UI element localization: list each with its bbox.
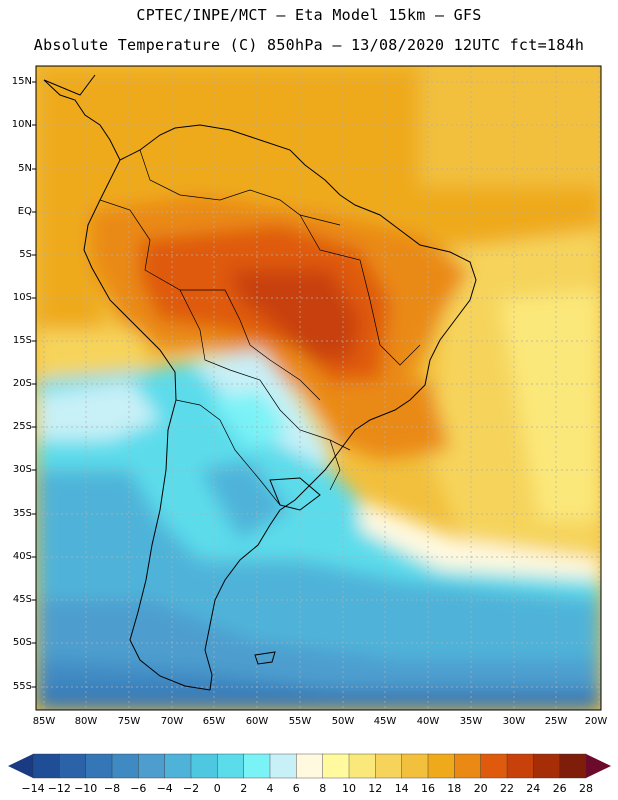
title-line-2: Absolute Temperature (C) 850hPa – 13/08/… (33, 36, 585, 54)
colorbar-label: 12 (368, 782, 383, 795)
axis-ticks (32, 81, 36, 688)
colorbar-label: 24 (526, 782, 541, 795)
lat-label-15n: 15N (11, 76, 32, 87)
lon-label-70w: 70W (160, 716, 184, 727)
colorbar-low-arrow (8, 754, 33, 778)
colorbar-cell (243, 753, 271, 779)
lat-label-30s: 30S (12, 464, 32, 475)
lat-label-10s: 10S (12, 292, 32, 303)
colorbar-cell (111, 753, 139, 779)
colorbar-label: 2 (240, 782, 248, 795)
colorbar-cell (32, 753, 60, 779)
lon-label-25w: 25W (544, 716, 568, 727)
lon-label-30w: 30W (502, 716, 526, 727)
colorbar-label: 8 (319, 782, 327, 795)
colorbar-cell (322, 753, 350, 779)
colorbar-cell (348, 753, 376, 779)
lat-label-10n: 10N (11, 119, 32, 130)
colorbar-high-arrow (586, 754, 611, 778)
colorbar-label: 10 (342, 782, 356, 795)
colorbar-label: −14 (21, 782, 45, 795)
lon-label-20w: 20W (584, 716, 608, 727)
title-line-1: CPTEC/INPE/MCT – Eta Model 15km – GFS (136, 6, 482, 24)
colorbar-label: −6 (130, 782, 147, 795)
colorbar-cell (480, 753, 508, 779)
lat-label-25s: 25S (12, 421, 32, 432)
temperature-field (36, 66, 601, 710)
colorbar-label: 22 (500, 782, 514, 795)
colorbar-cell (59, 753, 87, 779)
colorbar-label: 18 (447, 782, 462, 795)
lat-label-20s: 20S (12, 378, 32, 389)
colorbar-cell (164, 753, 192, 779)
colorbar-label: −10 (74, 782, 98, 795)
colorbar-label: 20 (473, 782, 488, 795)
colorbar-label: 26 (552, 782, 567, 795)
colorbar-cell (269, 753, 297, 779)
lon-label-80w: 80W (74, 716, 98, 727)
coastlines (43, 74, 477, 691)
lon-label-55w: 55W (288, 716, 312, 727)
colorbar-cell (559, 753, 587, 779)
colorbar-cell (138, 753, 166, 779)
lat-label-5s: 5S (19, 249, 32, 260)
lon-label-35w: 35W (459, 716, 483, 727)
lat-label-55s: 55S (12, 681, 32, 692)
colorbar-label: −2 (182, 782, 200, 795)
colorbar-cell (506, 753, 534, 779)
colorbar-label: 16 (421, 782, 435, 795)
colorbar-cell (454, 753, 482, 779)
colorbar-label: 6 (292, 782, 300, 795)
colorbar-label: 28 (579, 782, 593, 795)
colorbar-label: 14 (394, 782, 409, 795)
lon-label-45w: 45W (373, 716, 397, 727)
lon-label-50w: 50W (331, 716, 355, 727)
lon-label-85w: 85W (32, 716, 56, 727)
colorbar-cell (427, 753, 455, 779)
colorbar-cell (190, 753, 218, 779)
lat-label-45s: 45S (12, 594, 32, 605)
colorbar-cell (296, 753, 324, 779)
colorbar (8, 753, 611, 779)
lon-label-65w: 65W (202, 716, 226, 727)
country-borders (99, 149, 421, 506)
colorbar-label: 0 (213, 782, 221, 795)
lat-label-eq: EQ (17, 206, 32, 217)
colorbar-cell (375, 753, 403, 779)
lat-label-50s: 50S (12, 637, 32, 648)
lat-label-35s: 35S (12, 508, 32, 519)
colorbar-label: −12 (47, 782, 71, 795)
lat-label-40s: 40S (12, 551, 32, 562)
colorbar-cell (217, 753, 245, 779)
lon-label-40w: 40W (416, 716, 440, 727)
lat-label-15s: 15S (12, 335, 32, 346)
colorbar-label: 4 (266, 782, 274, 795)
colorbar-cell (401, 753, 429, 779)
colorbar-label: −8 (103, 782, 121, 795)
lat-label-5n: 5N (18, 163, 32, 174)
map-frame (35, 65, 602, 711)
colorbar-cell (533, 753, 561, 779)
lon-label-75w: 75W (117, 716, 141, 727)
colorbar-label: −4 (156, 782, 173, 795)
lon-label-60w: 60W (245, 716, 269, 727)
colorbar-cell (85, 753, 113, 779)
